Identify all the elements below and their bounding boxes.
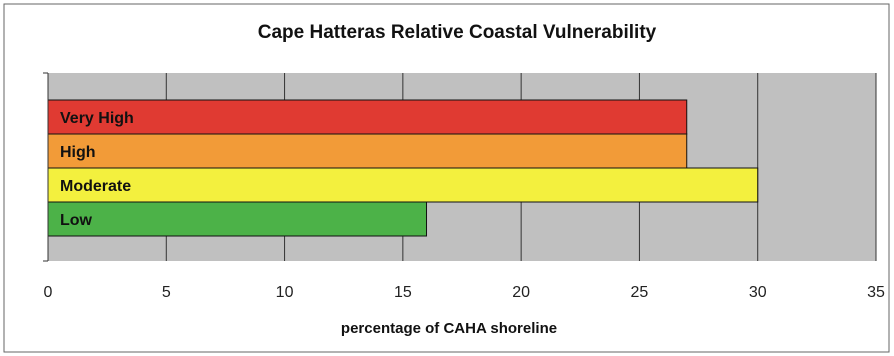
bar-low <box>47 201 428 237</box>
x-tick-label: 25 <box>631 284 649 301</box>
x-tick-label: 30 <box>749 284 767 301</box>
x-axis-title: percentage of CAHA shoreline <box>341 320 557 337</box>
bar-moderate <box>47 167 759 203</box>
bar-label: Very High <box>60 110 134 127</box>
x-tick-label: 20 <box>512 284 530 301</box>
chart-title: Cape Hatteras Relative Coastal Vulnerabi… <box>258 22 657 43</box>
x-tick-label: 5 <box>162 284 171 301</box>
bar-high <box>47 133 688 169</box>
bar-label: Moderate <box>60 178 131 195</box>
x-tick-label: 0 <box>44 284 53 301</box>
bar-label: Low <box>60 212 93 229</box>
x-ticks: 0 5 10 15 20 25 30 35 <box>43 72 885 301</box>
x-tick-label: 15 <box>394 284 412 301</box>
x-tick-label: 10 <box>276 284 294 301</box>
bar-label: High <box>60 144 96 161</box>
bar-very-high <box>47 99 688 135</box>
x-tick-label: 35 <box>867 284 885 301</box>
bars: Very High High Moderate Low <box>47 99 759 237</box>
